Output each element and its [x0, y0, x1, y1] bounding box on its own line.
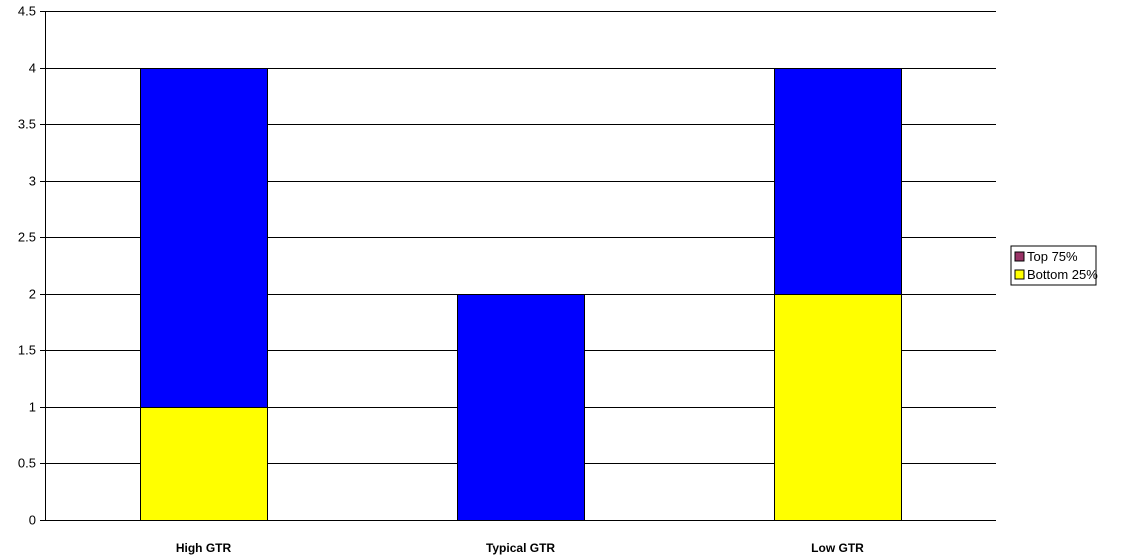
- y-tick-label: 3: [29, 174, 36, 189]
- y-axis-ticks: 0 0.5 1 1.5 2 2.5 3 3.5 4 4.5: [18, 4, 45, 528]
- legend-box: [1010, 245, 1097, 286]
- bar-group: [140, 68, 902, 521]
- y-tick-label: 2.5: [18, 230, 36, 245]
- x-category-label: Typical GTR: [486, 541, 555, 555]
- legend-swatch-bottom-25: [1014, 269, 1025, 280]
- bar-segment-bottom-25: [140, 407, 268, 521]
- y-tick-label: 3.5: [18, 117, 36, 132]
- y-tick-label: 1: [29, 400, 36, 415]
- bar-segment-top-75: [140, 68, 268, 408]
- legend: Top 75% Bottom 25%: [1010, 245, 1098, 286]
- legend-swatch-top-75: [1014, 251, 1025, 262]
- legend-label-bottom-25: Bottom 25%: [1027, 267, 1098, 282]
- y-tick-label: 0: [29, 513, 36, 528]
- bar-segment-bottom-25: [774, 294, 902, 521]
- y-tick-label: 2: [29, 287, 36, 302]
- y-tick-label: 1.5: [18, 343, 36, 358]
- y-tick-label: 0.5: [18, 456, 36, 471]
- bar-segment-top-75: [457, 294, 585, 521]
- x-category-label: High GTR: [176, 541, 232, 555]
- x-axis-labels: High GTR Typical GTR Low GTR: [176, 541, 864, 555]
- legend-label-top-75: Top 75%: [1027, 249, 1078, 264]
- y-tick-label: 4.5: [18, 4, 36, 19]
- axes: [45, 11, 996, 521]
- x-category-label: Low GTR: [811, 541, 864, 555]
- bar-segment-top-75: [774, 68, 902, 295]
- y-tick-label: 4: [29, 61, 36, 76]
